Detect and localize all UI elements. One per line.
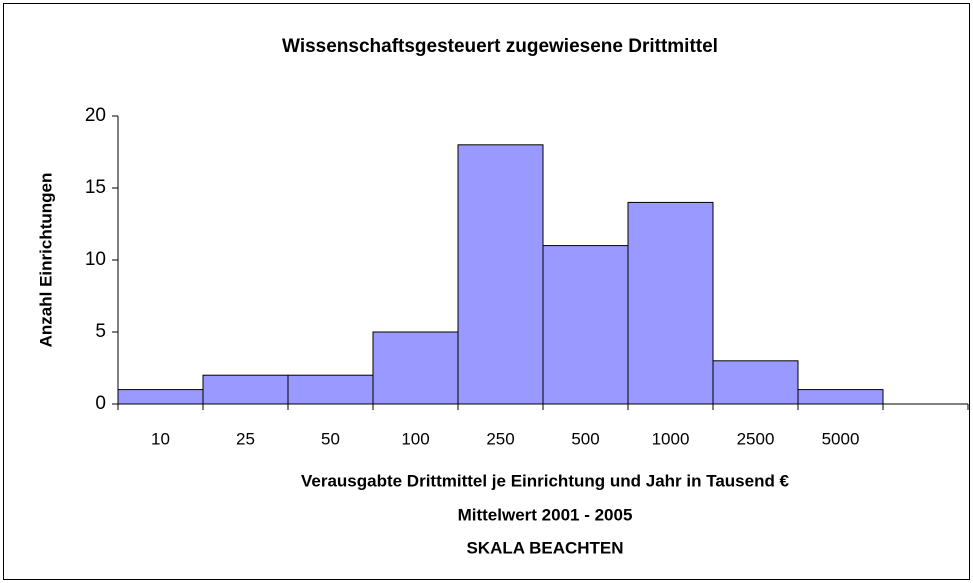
bar: [117, 389, 204, 405]
y-tick-label: 0: [95, 393, 106, 414]
y-axis-label: Anzahl Einrichtungen: [36, 173, 55, 348]
x-axis-label: SKALA BEACHTEN: [466, 538, 623, 557]
bar: [542, 245, 629, 405]
bar: [457, 144, 544, 405]
x-tick-label: 5000: [822, 429, 860, 448]
y-tick-label: 20: [85, 105, 106, 126]
y-tick-label: 10: [85, 249, 106, 270]
bar: [797, 389, 884, 405]
bar: [372, 331, 459, 405]
x-axis-label: Mittelwert 2001 - 2005: [458, 505, 633, 524]
bar: [627, 201, 714, 405]
x-tick-label: 25: [236, 429, 255, 448]
x-tick-label: 500: [571, 429, 599, 448]
bar: [287, 374, 374, 405]
bar: [202, 374, 289, 405]
chart-title: Wissenschaftsgesteuert zugewiesene Dritt…: [282, 36, 718, 57]
bar: [712, 360, 799, 405]
x-axis-label: Verausgabte Drittmittel je Einrichtung u…: [301, 471, 790, 490]
x-tick-label: 1000: [652, 429, 690, 448]
y-tick-label: 5: [95, 321, 106, 342]
x-tick-label: 10: [151, 429, 170, 448]
y-tick-label: 15: [85, 177, 106, 198]
x-tick-label: 50: [321, 429, 340, 448]
x-tick-label: 100: [401, 429, 429, 448]
x-tick-label: 250: [486, 429, 514, 448]
x-tick-label: 2500: [737, 429, 775, 448]
